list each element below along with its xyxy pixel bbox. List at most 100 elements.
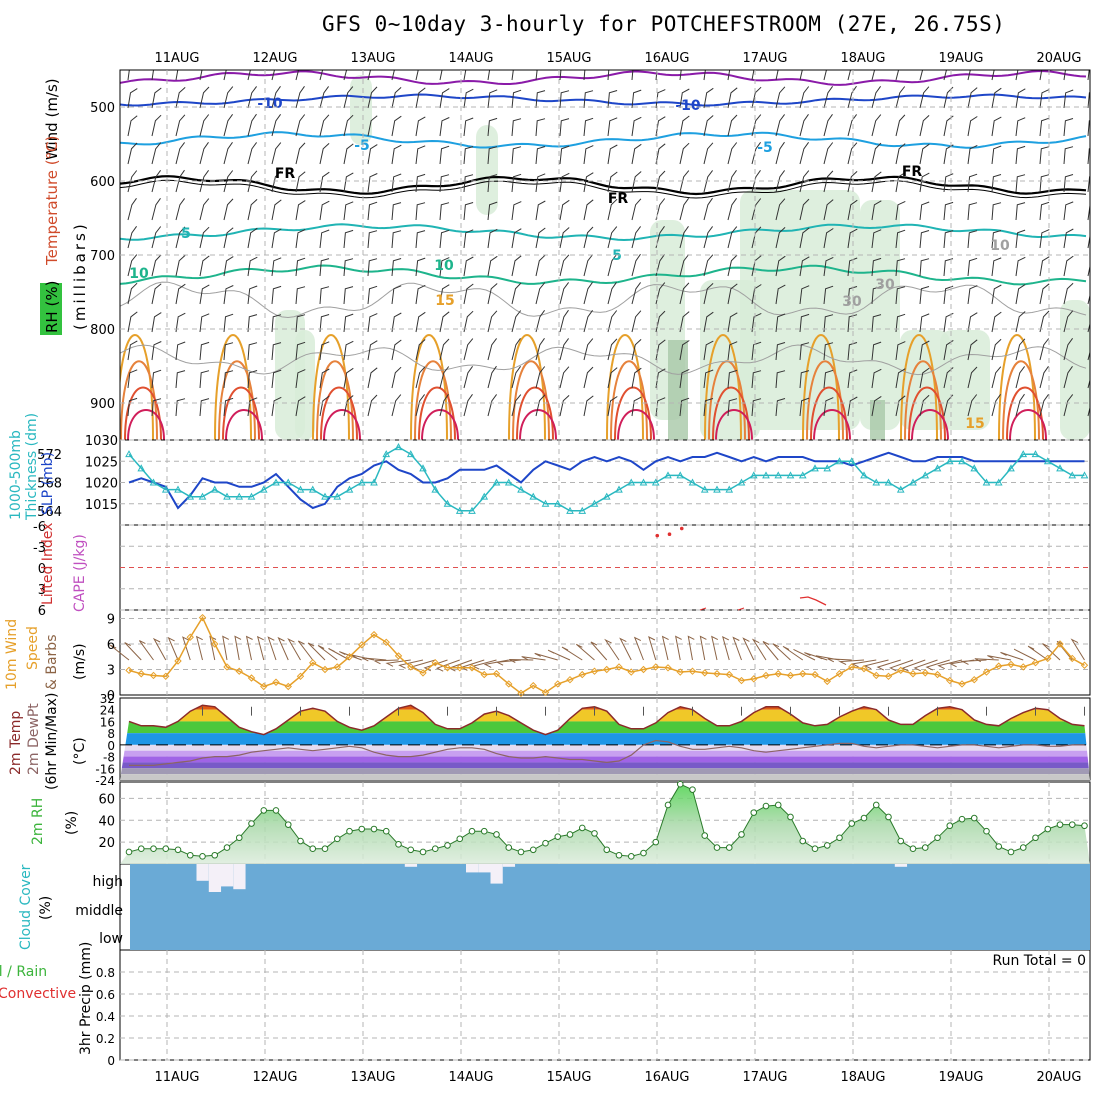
upper-ytick: 800 (90, 323, 115, 338)
wind-barb (343, 229, 354, 249)
contour-label: 5 (612, 248, 622, 264)
wind-barb (487, 394, 498, 417)
wind10m-speed-line (128, 616, 1085, 695)
wind-barb (991, 394, 1002, 417)
wind-barb (511, 228, 522, 249)
wind10m-barb (711, 635, 719, 661)
thickness-point (700, 485, 709, 493)
wind10m-barb (521, 656, 546, 661)
rh2m-point (823, 842, 831, 849)
cloud-high-bar (478, 864, 491, 873)
cloud-level-low: low (99, 931, 123, 947)
wind10m-speed-point (186, 633, 194, 641)
wind-barb (151, 312, 162, 333)
wind-barb (463, 310, 474, 333)
wind-barb (343, 340, 354, 361)
wind-barb (175, 142, 185, 165)
wind-barb (199, 226, 210, 249)
wind-barb (199, 341, 210, 361)
rh2m-point (848, 820, 856, 827)
wind-barb (487, 146, 498, 165)
wind-barb (559, 90, 570, 109)
wind-barb (1039, 366, 1049, 389)
rh-shade (940, 330, 990, 430)
upper-ylabel-rh: RH (%) (43, 281, 61, 333)
wind-barb (199, 284, 210, 305)
isotherm-minus10 (120, 93, 1087, 107)
lifted-index-line (699, 607, 745, 611)
wind-barb (631, 253, 641, 277)
wind10m-barb (1070, 638, 1085, 661)
wind10m-speed-point (1056, 640, 1064, 648)
wind-barb (463, 202, 474, 221)
wind10m-barb (167, 636, 179, 661)
wind-barb (175, 226, 186, 249)
wind-barb (823, 86, 834, 109)
rh2m-point (174, 846, 182, 854)
isotherm-30 (225, 409, 263, 440)
wind-barb (703, 283, 714, 305)
rh2m-point (321, 845, 329, 852)
contour-label: -5 (757, 140, 773, 156)
wind10m-barb (398, 659, 424, 669)
wind-barb (727, 70, 731, 81)
wind-barb (271, 70, 276, 81)
wind-barb (775, 313, 786, 333)
isotherm-30 (617, 409, 655, 440)
wind10m-speed-point (921, 669, 929, 677)
wind-barb (247, 314, 258, 333)
wind10m-speed-point (897, 666, 905, 675)
wind10m-speed-point (174, 657, 182, 665)
wind10m-barb (495, 659, 522, 666)
rh2m-point (346, 827, 353, 835)
wind-barb (679, 88, 690, 109)
wind-barb (583, 310, 594, 333)
wind-barb (415, 230, 426, 249)
wind-barb (343, 172, 354, 193)
wind10m-speed-point (296, 672, 305, 681)
wind10m-ylabel3: & Barbs (44, 635, 60, 691)
thickness-point (713, 485, 721, 493)
wind-barb (343, 313, 354, 333)
rh2m-point (1081, 822, 1088, 830)
wind10m-barb (138, 640, 154, 661)
thickness-point (125, 450, 133, 458)
wind-barb (511, 146, 522, 165)
wind-barb (271, 170, 282, 193)
wind-barb (439, 145, 450, 165)
wind-barb (271, 86, 281, 109)
wind-barb (967, 312, 978, 333)
wind-barb (607, 310, 618, 333)
rh-shade (476, 125, 498, 215)
thickness-point (1007, 464, 1015, 472)
wind10m-speed-point (162, 672, 170, 681)
thickness-point (590, 499, 599, 507)
contour-label: 15 (435, 293, 454, 309)
wind-barb (175, 283, 186, 305)
wind-barb (775, 198, 786, 221)
wind-barb (847, 257, 858, 277)
wind-barb (319, 314, 330, 333)
wind-barb (799, 114, 809, 137)
rh2m-point (676, 780, 684, 788)
rh2m-ytick: 40 (98, 814, 115, 829)
wind10m-barb (604, 638, 620, 661)
isotherm-15 (606, 334, 644, 440)
rh2m-point (591, 830, 598, 837)
upper-ylabel-temp: Temperature (°C) (43, 136, 61, 266)
wind-barb (991, 284, 1002, 305)
wind10m-barb (1013, 648, 1036, 661)
wind-barb (871, 368, 882, 389)
wind-barb (583, 366, 594, 389)
wind-barb (1039, 256, 1050, 277)
wind-barb (607, 254, 618, 277)
wind-barb (1087, 350, 1090, 361)
wind-barb (343, 143, 354, 165)
dewpt2m-line (129, 739, 1085, 766)
wind-barb (559, 118, 570, 137)
wind-barb (655, 116, 666, 137)
wind-barb (991, 174, 1002, 193)
wind-barb (943, 173, 954, 193)
wind-barb (367, 285, 378, 305)
wind10m-barb (209, 635, 217, 661)
